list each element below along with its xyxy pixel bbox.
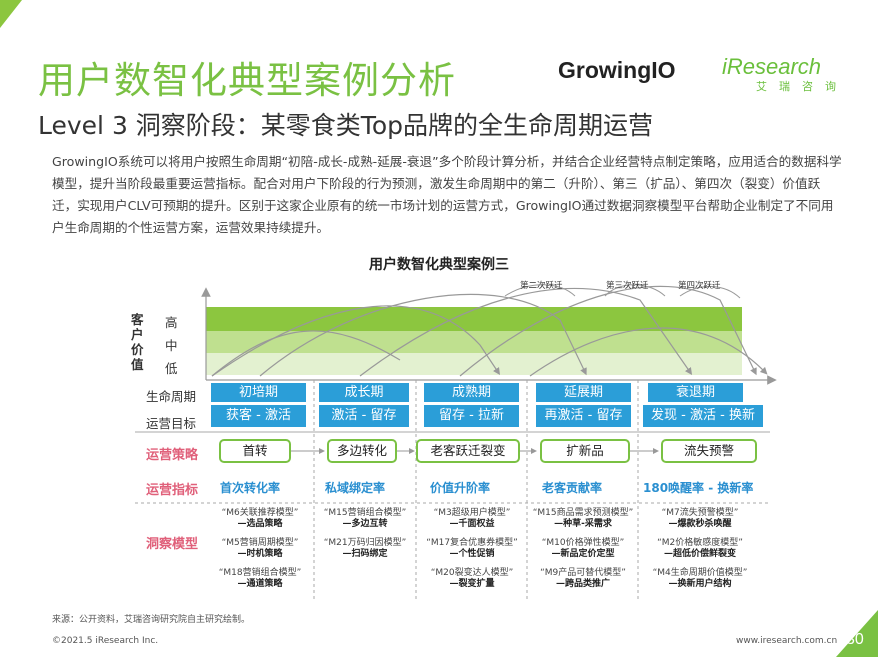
intro-paragraph: GrowingIO系统可以将用户按照生命周期“初陪-成长-成熟-延展-衰退”多个…: [52, 154, 842, 235]
lifecycle-curves: [211, 285, 768, 377]
strategy-box-2: 多边转化: [327, 439, 397, 463]
model-item: “M15商品需求预测模型” —种草-采需求: [532, 508, 634, 529]
stage-box-1: 初培期: [211, 383, 306, 402]
model-item: “M20裂变达人模型” —裂变扩量: [430, 568, 514, 589]
peak-label-3: 第三次跃迁: [606, 281, 649, 291]
model-item: “M7流失预警模型” —爆款秒杀唤醒: [661, 508, 739, 529]
stage-box-2: 成长期: [319, 383, 409, 402]
lifecycle-diagram: [135, 284, 777, 600]
model-item: “M3超级用户模型” —千面权益: [433, 508, 511, 529]
model-item: “M18营销组合模型” —通道策略: [218, 568, 302, 589]
metric-5: 180唤醒率 - 换新率: [643, 481, 754, 495]
metric-1: 首次转化率: [220, 481, 281, 495]
growingio-logo: GrowingIO: [558, 57, 676, 83]
model-item: “M15营销组合模型” —多边互转: [323, 508, 407, 529]
level-mid: 中: [165, 338, 178, 353]
model-item: “M9产品可替代模型” —跨品类推广: [540, 568, 626, 589]
lifecycle-row-label: 生命周期: [146, 389, 197, 404]
metric-category-label: 运营指标: [146, 483, 199, 498]
goal-box-5: 发现 - 激活 - 换新: [643, 405, 763, 427]
goal-box-3: 留存 - 拉新: [424, 405, 519, 427]
goal-box-4: 再激活 - 留存: [536, 405, 631, 427]
model-item: “M2价格敏感度模型” —超低价偿鲜裂变: [657, 538, 743, 559]
model-item: “M6关联推荐模型” —选品策略: [221, 508, 299, 529]
peak-label-4: 第四次跃迁: [678, 281, 721, 291]
model-item: “M5营销周期模型” —时机策略: [221, 538, 299, 559]
page-title: 用户数智化典型案例分析: [38, 59, 456, 102]
page-corner-decoration: [836, 610, 878, 657]
metric-4: 老客贡献率: [542, 481, 603, 495]
y-axis-label: 客户价值: [131, 312, 144, 372]
metric-3: 价值升阶率: [430, 481, 491, 495]
model-item: “M4生命周期价值模型” —换新用户结构: [652, 568, 748, 589]
stage-box-4: 延展期: [536, 383, 631, 402]
strategy-box-4: 扩新品: [540, 439, 630, 463]
page-number: 30: [846, 631, 864, 648]
model-category-label: 洞察模型: [146, 537, 199, 552]
metric-2: 私域绑定率: [325, 481, 386, 495]
website-url: www.iresearch.com.cn: [736, 636, 838, 646]
stage-box-5: 衰退期: [648, 383, 743, 402]
peak-label-2: 第二次跃迁: [520, 281, 563, 291]
model-item: “M17复合优惠券模型” —个性促销: [426, 538, 518, 559]
strategy-box-5: 流失预警: [661, 439, 757, 463]
model-item: “M10价格弹性模型” —新品定价定型: [541, 538, 625, 559]
goal-row-label: 运营目标: [146, 416, 197, 431]
goal-box-2: 激活 - 留存: [319, 405, 409, 427]
iresearch-logo: iResearch 艾瑞咨询: [722, 54, 848, 94]
corner-decoration: [0, 0, 22, 28]
level-low: 低: [165, 361, 178, 376]
stage-box-3: 成熟期: [424, 383, 519, 402]
stage-separators: [313, 380, 639, 600]
page-subtitle: Level 3 洞察阶段：某零食类Top品牌的全生命周期运营: [38, 111, 653, 140]
strategy-box-1: 首转: [219, 439, 291, 463]
iresearch-logo-cn: 艾瑞咨询: [756, 80, 848, 93]
strategy-category-label: 运营策略: [146, 448, 199, 463]
diagram-title: 用户数智化典型案例三: [369, 257, 509, 273]
strategy-box-3: 老客跃迁裂变: [416, 439, 520, 463]
peak-brackets: [504, 284, 741, 299]
level-high: 高: [165, 315, 178, 330]
goal-box-1: 获客 - 激活: [211, 405, 306, 427]
copyright: ©2021.5 iResearch Inc.: [52, 636, 159, 646]
model-item: “M21万码归因模型” —扫码绑定: [323, 538, 407, 559]
source-note: 来源：公开资料，艾瑞咨询研究院自主研究绘制。: [52, 615, 251, 625]
iresearch-logo-text: iResearch: [722, 54, 822, 79]
